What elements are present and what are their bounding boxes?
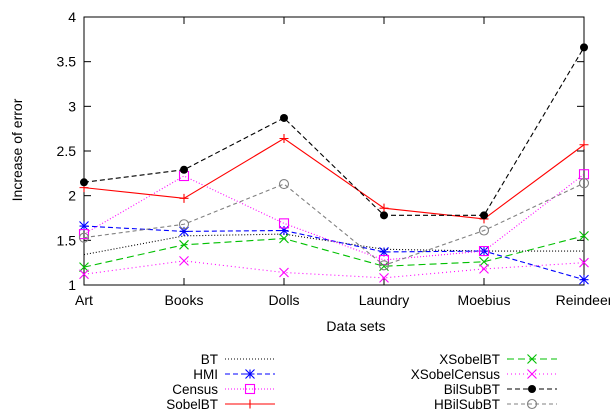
- data-point: [180, 165, 188, 174]
- series-line: [83, 260, 585, 279]
- y-tick-label: 3.5: [57, 54, 77, 70]
- data-point: [479, 256, 489, 267]
- data-point: [78, 229, 90, 240]
- data-point: [280, 113, 288, 122]
- legend-label: SobelBT: [166, 397, 218, 412]
- legend-item: Census: [172, 382, 275, 397]
- data-point: [579, 140, 589, 150]
- y-tick-label: 4: [68, 9, 76, 25]
- legend-item: XSobelCensus: [411, 367, 557, 382]
- data-point: [278, 218, 290, 229]
- data-point: [278, 179, 290, 190]
- y-axis: 1 1.5 2 2.5 3 3.5 4: [57, 9, 584, 293]
- series-census: [78, 169, 590, 266]
- data-point: [526, 398, 538, 410]
- data-point: [80, 178, 88, 187]
- data-point: [245, 369, 255, 379]
- data-point: [79, 269, 89, 280]
- data-point: [378, 260, 390, 271]
- series-line: [83, 235, 585, 268]
- y-axis-title: Increase of error: [9, 98, 25, 201]
- series-xsobelcensus: [79, 255, 589, 283]
- data-point: [380, 211, 388, 220]
- data-point: [179, 239, 189, 250]
- series-line: [83, 47, 585, 216]
- data-point: [79, 221, 89, 231]
- data-point: [178, 219, 190, 230]
- legend-label: BilSubBT: [444, 382, 500, 397]
- data-point: [279, 267, 289, 278]
- data-point: [279, 133, 289, 143]
- data-point: [480, 211, 488, 220]
- x-tick-label: Reindeer: [556, 292, 610, 308]
- data-point: [279, 233, 289, 244]
- data-point: [244, 383, 256, 395]
- x-tick-label: Dolls: [268, 292, 299, 308]
- y-tick-label: 1: [68, 277, 76, 293]
- data-point: [578, 178, 590, 189]
- x-axis: Art Books Dolls Laundry Moebius Reindeer: [75, 17, 610, 308]
- series-line: [83, 137, 585, 220]
- legend-item: BilSubBT: [444, 382, 557, 397]
- legend-item: BT: [201, 352, 275, 367]
- series-line: [83, 233, 584, 256]
- x-tick-label: Books: [165, 292, 204, 308]
- data-point: [79, 262, 89, 273]
- data-point: [379, 272, 389, 283]
- plot-border: [83, 16, 585, 286]
- series-sobelbt: [79, 133, 589, 224]
- legend-item: HBilSubBT: [434, 397, 557, 412]
- data-point: [479, 246, 489, 256]
- legend-label: BT: [201, 352, 218, 367]
- legend-label: XSobelCensus: [411, 367, 501, 382]
- series-bt: [83, 233, 584, 256]
- data-point: [379, 203, 389, 213]
- data-point: [579, 274, 589, 285]
- data-point: [579, 230, 589, 241]
- legend-label: Census: [172, 382, 218, 397]
- y-tick-label: 1.5: [57, 232, 77, 248]
- series-line: [83, 173, 585, 261]
- data-point: [527, 354, 537, 364]
- legend-item: SobelBT: [166, 397, 275, 412]
- legend-item: XSobelBT: [439, 352, 557, 367]
- x-tick-label: Art: [75, 292, 93, 308]
- data-point: [78, 232, 90, 243]
- data-point: [245, 399, 255, 409]
- y-tick-label: 2: [68, 188, 76, 204]
- series-line: [83, 182, 585, 266]
- data-point: [580, 43, 588, 52]
- series-layer: [78, 43, 590, 285]
- data-point: [179, 193, 189, 203]
- series-xsobelbt: [79, 230, 589, 273]
- data-point: [179, 255, 189, 266]
- series-hbilsubbt: [78, 178, 590, 271]
- data-point: [379, 247, 389, 257]
- legend-item: HMI: [193, 367, 275, 382]
- data-point: [279, 225, 289, 236]
- data-point: [527, 369, 537, 379]
- data-point: [579, 257, 589, 268]
- series-bilsubbt: [80, 43, 588, 220]
- data-point: [378, 254, 390, 266]
- x-tick-label: Laundry: [359, 292, 410, 308]
- x-axis-title: Data sets: [326, 318, 385, 334]
- legend-label: HBilSubBT: [434, 397, 500, 412]
- data-point: [528, 385, 536, 393]
- data-point: [179, 226, 189, 237]
- x-tick-label: Moebius: [458, 292, 511, 308]
- legend-label: HMI: [193, 367, 218, 382]
- data-point: [478, 246, 490, 257]
- plot-area: [83, 16, 585, 286]
- data-point: [478, 225, 490, 236]
- y-tick-label: 3: [68, 98, 76, 114]
- data-point: [479, 264, 489, 274]
- y-tick-label: 2.5: [57, 143, 77, 159]
- legend-label: XSobelBT: [439, 352, 500, 367]
